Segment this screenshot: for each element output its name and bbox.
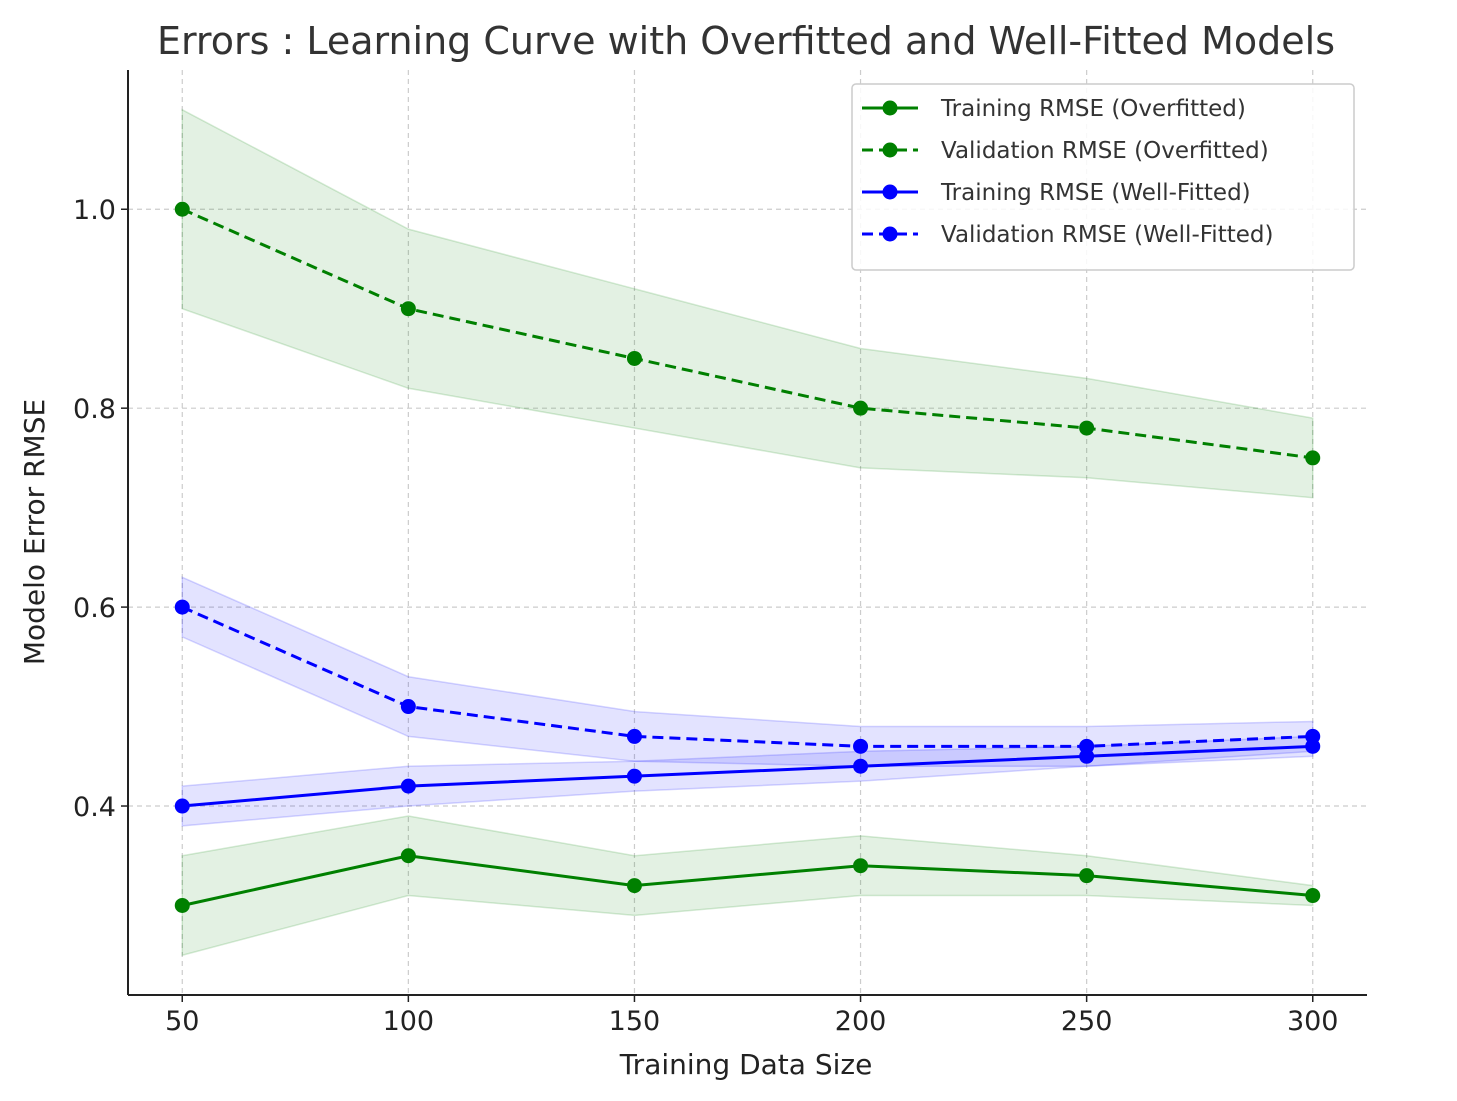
point-series-1 [1079, 868, 1095, 884]
legend: Training RMSE (Overfitted) Validation RMS… [851, 83, 1355, 271]
point-series-1 [853, 858, 869, 874]
chart-title: Errors : Learning Curve with Overfitted … [157, 19, 1335, 63]
point-series-4 [1305, 728, 1321, 744]
point-series-3 [853, 758, 869, 774]
y-tick-label: 0.8 [73, 394, 116, 425]
line-series-1 [181, 854, 1313, 907]
x-tick-label: 300 [1287, 1006, 1339, 1037]
legend-label: Validation RMSE (Overfitted) [941, 138, 1269, 164]
tick-labels: 50 100 150 200 250 300 0.4 0.6 0.8 1.0 [73, 195, 1338, 1037]
legend-label: Training RMSE (Well-Fitted) [940, 180, 1251, 206]
legend-box [851, 83, 1355, 271]
line-series-3 [182, 744, 1313, 808]
point-series-2 [853, 400, 869, 416]
series-lines [181, 207, 1313, 907]
point-series-1 [400, 848, 416, 864]
x-tick-label: 50 [165, 1006, 199, 1037]
line-series-2 [181, 207, 1313, 460]
point-series-3 [174, 798, 190, 814]
y-tick-label: 1.0 [73, 195, 116, 226]
y-tick-label: 0.4 [73, 792, 116, 823]
point-series-1 [174, 897, 190, 913]
point-series-4 [853, 738, 869, 754]
x-tick-label: 200 [835, 1006, 887, 1037]
y-tick-label: 0.6 [73, 593, 116, 624]
point-series-1 [1305, 888, 1321, 904]
y-axis-label: Modelo Error RMSE [18, 399, 51, 665]
legend-label: Validation RMSE (Well-Fitted) [941, 222, 1273, 248]
band-series-1 [181, 815, 1314, 957]
legend-label: Training RMSE (Overfitted) [940, 96, 1246, 122]
series-points [174, 201, 1321, 913]
point-series-1 [626, 878, 642, 894]
point-series-2 [1079, 420, 1095, 436]
point-series-2 [626, 350, 642, 366]
legend-swatch-marker [882, 142, 898, 158]
point-series-2 [400, 301, 416, 317]
point-series-2 [1305, 450, 1321, 466]
x-axis-label: Training Data Size [619, 1048, 873, 1081]
x-tick-label: 250 [1061, 1006, 1113, 1037]
point-series-4 [626, 728, 642, 744]
legend-swatch-marker [882, 226, 898, 242]
x-tick-label: 100 [383, 1006, 435, 1037]
point-series-4 [400, 699, 416, 715]
axes [121, 70, 1367, 1002]
band-series-2 [181, 108, 1314, 499]
x-tick-label: 150 [609, 1006, 661, 1037]
point-series-3 [400, 778, 416, 794]
line-series-4 [181, 605, 1313, 748]
point-series-2 [174, 201, 190, 217]
point-series-4 [1079, 738, 1095, 754]
legend-swatch-marker [882, 184, 898, 200]
legend-swatch-marker [882, 100, 898, 116]
point-series-3 [626, 768, 642, 784]
point-series-4 [174, 599, 190, 615]
